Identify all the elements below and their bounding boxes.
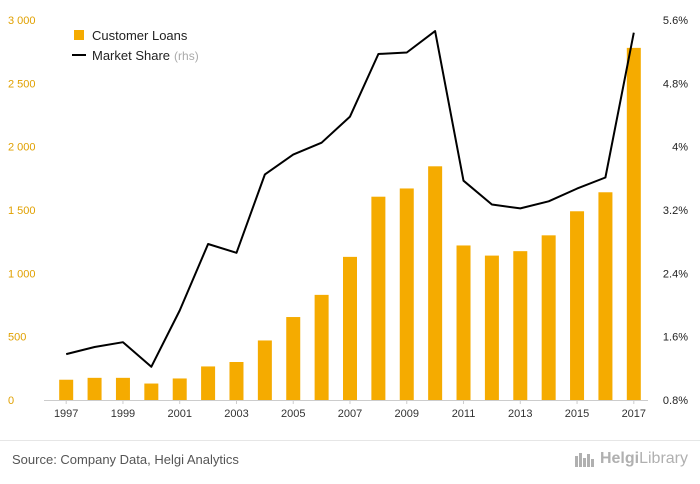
bar bbox=[542, 235, 556, 400]
brand-logo[interactable]: HelgiLibrary bbox=[574, 450, 688, 468]
y-right-tick-label: 3.2% bbox=[663, 205, 688, 217]
bar bbox=[570, 211, 584, 400]
y-left-tick-label: 3 000 bbox=[8, 15, 36, 27]
x-tick-label: 2003 bbox=[224, 408, 248, 420]
x-tick-label: 1999 bbox=[111, 408, 135, 420]
bar bbox=[286, 317, 300, 400]
brand-prefix: Helgi bbox=[600, 450, 639, 467]
y-right-tick-label: 0.8% bbox=[663, 395, 688, 407]
bar bbox=[343, 257, 357, 400]
x-tick-label: 2015 bbox=[565, 408, 589, 420]
y-right-tick-label: 1.6% bbox=[663, 332, 688, 344]
bar bbox=[400, 188, 414, 400]
bar bbox=[201, 366, 215, 400]
bar bbox=[428, 166, 442, 400]
bar bbox=[598, 192, 612, 400]
y-right-tick-label: 2.4% bbox=[663, 268, 688, 280]
y-right-tick-label: 4% bbox=[672, 142, 688, 154]
x-tick-label: 2009 bbox=[395, 408, 419, 420]
y-left-tick-label: 1 000 bbox=[8, 268, 36, 280]
x-tick-label: 2007 bbox=[338, 408, 362, 420]
y-left-tick-label: 2 500 bbox=[8, 78, 36, 90]
x-tick-label: 2011 bbox=[452, 408, 476, 420]
bar bbox=[229, 362, 243, 400]
legend-note-rhs: (rhs) bbox=[174, 49, 199, 63]
y-right-tick-label: 5.6% bbox=[663, 15, 688, 27]
bar bbox=[315, 295, 329, 400]
legend-label-market-share: Market Share bbox=[92, 48, 170, 63]
x-tick-label: 1997 bbox=[54, 408, 78, 420]
x-tick-label: 2001 bbox=[167, 408, 191, 420]
legend-label-customer-loans: Customer Loans bbox=[92, 28, 188, 43]
bar bbox=[88, 378, 102, 400]
y-left-tick-label: 1 500 bbox=[8, 205, 36, 217]
bar bbox=[59, 380, 73, 400]
bar bbox=[457, 245, 471, 400]
brand-suffix: Library bbox=[639, 450, 688, 467]
bar bbox=[144, 384, 158, 400]
bar bbox=[258, 340, 272, 400]
chart-svg: 0 500 1 000 1 500 2 000 2 500 3 000 0.8% 1.6% 2.4… bbox=[0, 0, 700, 440]
x-tick-label: 2017 bbox=[622, 408, 646, 420]
x-tick-label: 2013 bbox=[508, 408, 532, 420]
bar bbox=[173, 378, 187, 400]
chart: 0 500 1 000 1 500 2 000 2 500 3 000 0.8% 1.6% 2.4… bbox=[0, 0, 700, 445]
bar bbox=[627, 48, 641, 400]
bar bbox=[371, 197, 385, 400]
bar bbox=[116, 378, 130, 400]
brand-name: HelgiLibrary bbox=[600, 450, 688, 468]
y-left-tick-label: 500 bbox=[8, 332, 26, 344]
y-left-tick-label: 2 000 bbox=[8, 142, 36, 154]
bar bbox=[485, 256, 499, 400]
bar bbox=[513, 251, 527, 400]
legend-swatch-customer-loans bbox=[74, 30, 84, 40]
library-icon bbox=[574, 450, 596, 468]
y-right-tick-label: 4.8% bbox=[663, 78, 688, 90]
x-tick-label: 2005 bbox=[281, 408, 305, 420]
footer: Source: Company Data, Helgi Analytics He… bbox=[0, 440, 700, 484]
y-left-tick-label: 0 bbox=[8, 395, 14, 407]
source-text: Source: Company Data, Helgi Analytics bbox=[12, 452, 239, 467]
